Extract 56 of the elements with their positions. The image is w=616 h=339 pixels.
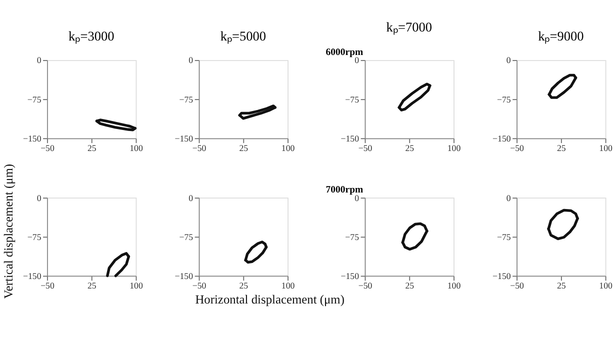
x-tick-label: 25 (239, 143, 249, 154)
x-tick-label: −50 (40, 280, 55, 291)
y-tick-label: 0 (188, 192, 194, 203)
y-tick-label: −150 (340, 133, 360, 144)
x-tick-label: 25 (556, 143, 566, 154)
x-tick-label: −50 (40, 143, 55, 154)
x-tick-label: −50 (192, 280, 207, 291)
y-tick-label: −150 (22, 270, 42, 281)
x-tick-label: 100 (447, 280, 462, 291)
x-tick-label: 100 (599, 143, 614, 154)
x-tick-label: 25 (239, 280, 249, 291)
x-tick-label: 100 (447, 143, 462, 154)
y-tick-label: −150 (22, 133, 42, 144)
y-tick-label: −75 (345, 94, 360, 104)
x-tick-label: 100 (281, 280, 296, 291)
y-tick-label: 0 (188, 55, 194, 66)
text: 7000rpm (326, 184, 364, 196)
x-tick-label: −50 (510, 280, 525, 291)
y-tick-label: −150 (492, 133, 512, 144)
x-axis-title: Horizontal displacement (μm) (195, 292, 344, 306)
y-tick-label: −75 (27, 232, 42, 242)
y-tick-label: −150 (340, 270, 360, 281)
y-tick-label: 0 (354, 55, 360, 66)
y-tick-label: −75 (345, 232, 360, 242)
y-tick-label: 0 (506, 192, 512, 203)
chart-title: kₚ=3000 (68, 28, 115, 45)
y-tick-label: −75 (179, 232, 194, 242)
x-tick-label: 25 (556, 280, 566, 291)
x-tick-label: 25 (87, 143, 97, 154)
y-tick-label: 0 (36, 192, 42, 203)
y-tick-label: −75 (179, 94, 194, 104)
chart-title: kₚ=9000 (538, 28, 584, 45)
x-tick-label: −50 (358, 280, 373, 291)
chart-title: kₚ=5000 (220, 28, 266, 45)
y-axis-title: Vertical displacement (μm) (1, 164, 16, 299)
text: 6000rpm (326, 46, 364, 58)
y-tick-label: −150 (492, 270, 512, 281)
chart-title: kₚ=7000 (386, 20, 432, 36)
x-tick-label: 100 (130, 143, 144, 154)
y-tick-label: −75 (27, 94, 42, 104)
x-tick-label: 100 (599, 280, 614, 291)
y-tick-label: 0 (506, 55, 512, 66)
x-tick-label: 100 (130, 280, 144, 291)
y-tick-label: −150 (174, 133, 194, 144)
x-tick-label: −50 (358, 143, 373, 154)
x-tick-label: 100 (281, 143, 296, 154)
x-tick-label: 25 (405, 143, 415, 154)
y-tick-label: −75 (496, 94, 512, 104)
x-tick-label: −50 (510, 143, 525, 154)
y-tick-label: −150 (174, 270, 194, 281)
x-tick-label: −50 (192, 143, 207, 154)
y-tick-label: −75 (496, 232, 512, 242)
y-tick-label: 0 (354, 192, 360, 203)
x-tick-label: 25 (405, 280, 415, 291)
x-tick-label: 25 (87, 280, 97, 291)
y-tick-label: 0 (36, 55, 42, 66)
